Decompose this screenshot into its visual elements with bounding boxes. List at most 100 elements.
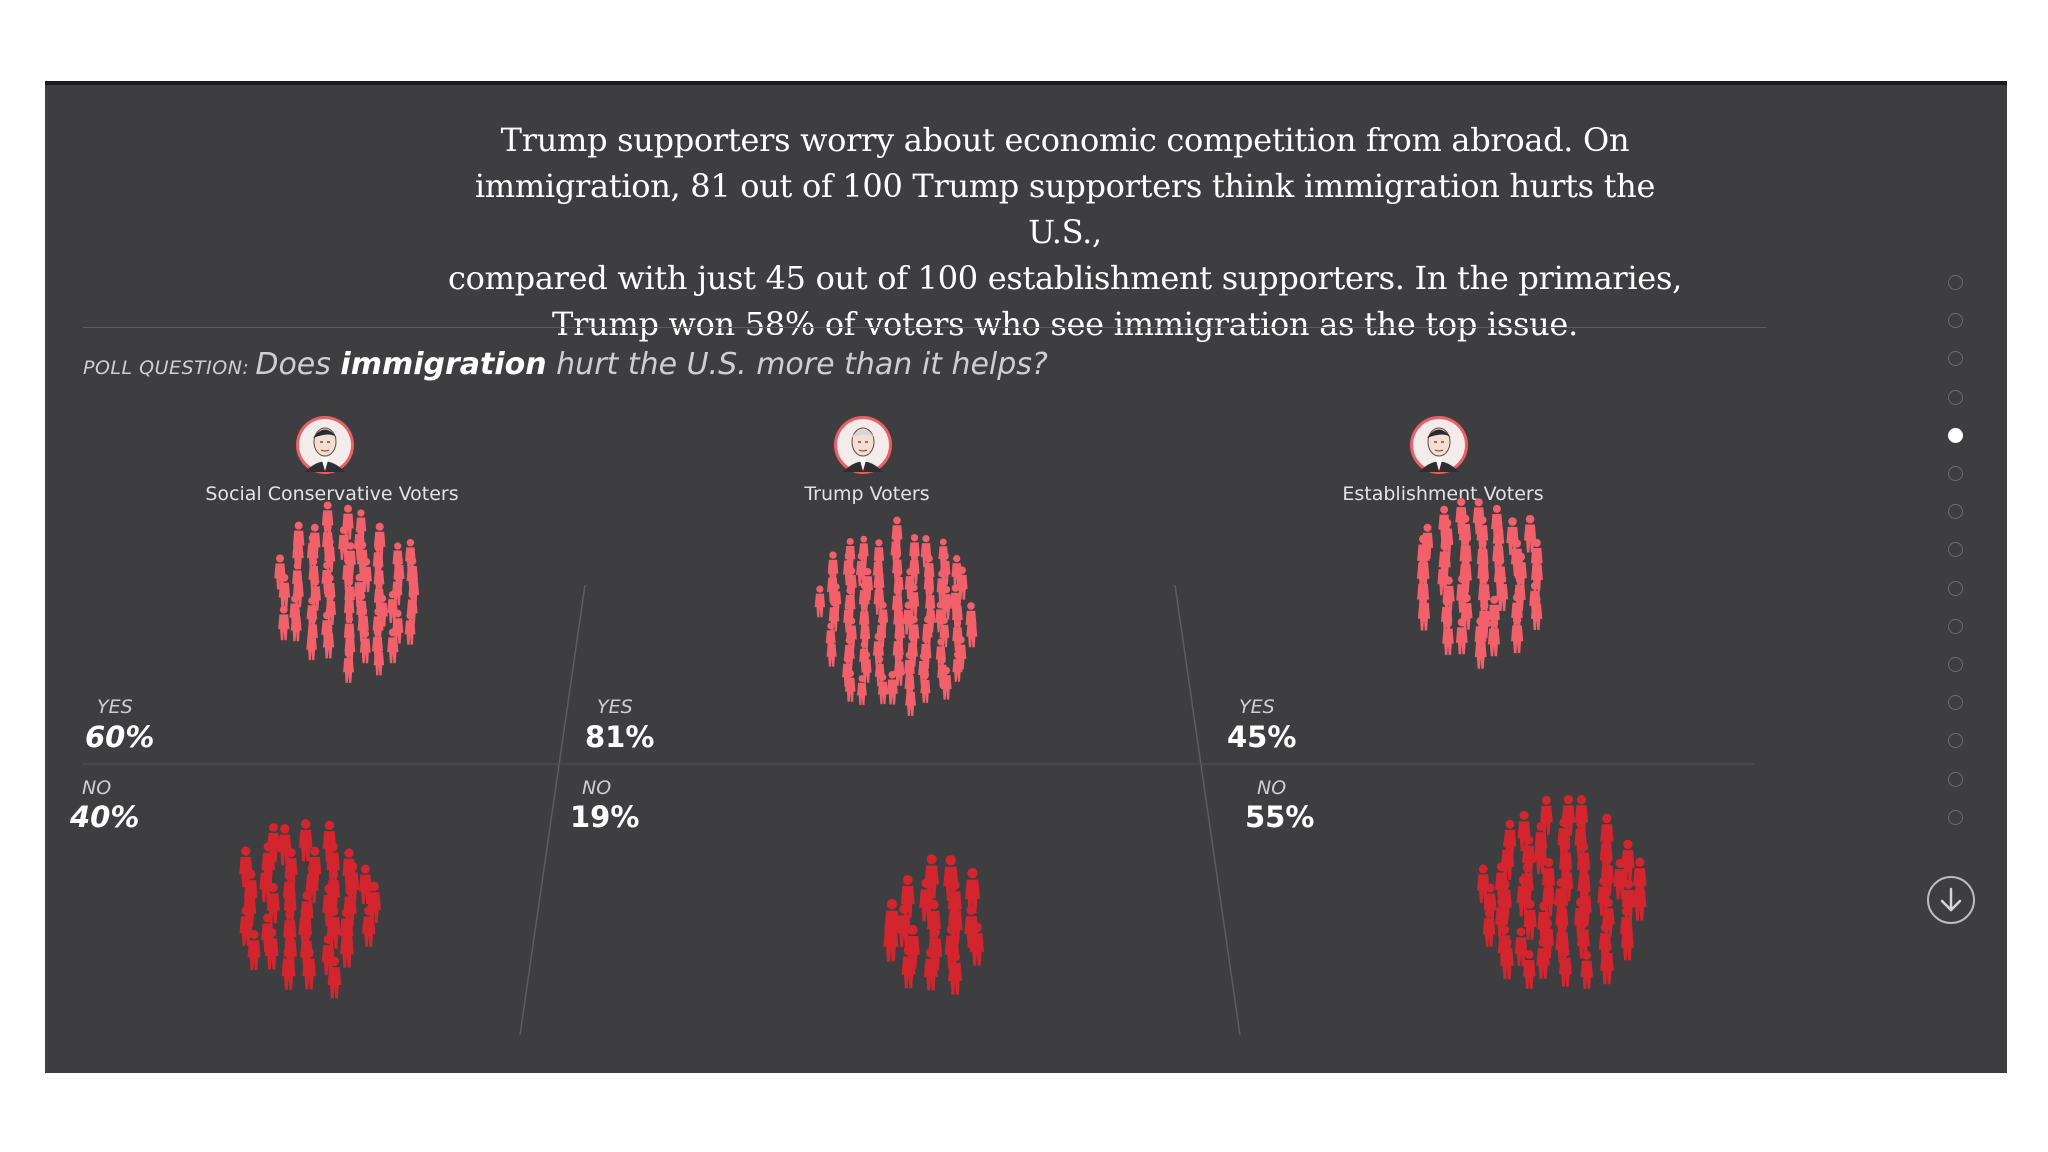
yes-label: YES	[97, 696, 133, 718]
nav-dot-icon[interactable]	[1948, 733, 1963, 749]
nav-dot-icon[interactable]	[1948, 504, 1963, 520]
person-icon	[966, 613, 978, 648]
person-icon	[1523, 899, 1537, 940]
no-cluster	[239, 819, 381, 999]
person-icon	[1474, 632, 1487, 669]
yes-label: YES	[1239, 696, 1275, 718]
nav-dot-icon[interactable]	[1948, 389, 1963, 405]
person-icon	[1514, 927, 1528, 967]
person-icon	[327, 956, 342, 999]
person-icon	[1523, 514, 1537, 553]
nav-dot-icon[interactable]	[1948, 275, 1963, 290]
person-icon	[920, 534, 932, 568]
scroll-down-button[interactable]	[1927, 876, 1975, 924]
nav-dot-icon[interactable]	[1948, 313, 1963, 329]
person-icon	[1522, 950, 1536, 989]
person-icon	[845, 669, 856, 702]
yes-cluster	[1416, 497, 1543, 669]
headline-line: Trump supporters worry about economic co…	[500, 121, 1630, 159]
person-icon	[392, 609, 404, 644]
nav-dot-icon[interactable]	[1948, 771, 1963, 787]
person-icon	[1501, 839, 1515, 880]
arrow-down-icon	[1940, 887, 1962, 912]
person-icon	[247, 930, 261, 970]
person-icon	[1534, 834, 1547, 874]
person-icon	[1621, 921, 1634, 961]
candidate-avatar	[296, 416, 354, 474]
person-icon	[278, 605, 290, 641]
person-icon	[920, 672, 931, 703]
column-divider	[1174, 584, 1241, 1036]
group-label: Social Conservative Voters	[205, 483, 458, 505]
no-percent: 55%	[1245, 800, 1314, 834]
person-icon	[857, 675, 867, 706]
poll-suffix: hurt the U.S. more than it helps?	[546, 347, 1048, 382]
person-icon	[306, 627, 317, 661]
no-label: NO	[82, 777, 111, 799]
person-icon	[814, 585, 826, 618]
person-icon	[1516, 875, 1530, 917]
group-label: Establishment Voters	[1342, 483, 1543, 505]
person-icon	[877, 673, 888, 705]
person-icon	[342, 504, 354, 540]
nav-dot-icon[interactable]	[1948, 427, 1963, 443]
poll-prefix: Does	[255, 347, 341, 382]
candidate-avatar	[1410, 416, 1468, 474]
person-icon	[404, 612, 416, 645]
person-icon	[367, 881, 381, 924]
headline-line: immigration, 81 out of 100 Trump support…	[474, 167, 1656, 251]
person-icon	[952, 651, 963, 682]
person-icon	[359, 630, 371, 664]
poll-question: POLL QUESTION: Does immigration hurt the …	[83, 347, 1048, 382]
yes-percent: 81%	[585, 720, 654, 754]
person-icon	[373, 643, 385, 676]
no-percent: 40%	[69, 800, 139, 834]
yes-percent: 45%	[1227, 720, 1296, 754]
poll-label: POLL QUESTION:	[83, 357, 250, 379]
person-icon	[264, 927, 279, 970]
person-icon	[1455, 618, 1468, 655]
nav-dot-icon[interactable]	[1948, 657, 1963, 672]
person-icon	[1517, 810, 1531, 852]
yes-percent: 60%	[85, 720, 154, 754]
person-icon	[1530, 595, 1543, 630]
person-icon	[1496, 574, 1509, 611]
person-icon	[1487, 618, 1500, 657]
nav-dot-icon[interactable]	[1948, 351, 1963, 367]
person-icon	[901, 945, 916, 989]
yes-cluster	[814, 516, 978, 716]
person-icon	[1555, 921, 1570, 964]
poll-keyword: immigration	[340, 347, 547, 382]
no-label: NO	[582, 777, 611, 799]
group-label: Trump Voters	[803, 483, 929, 505]
pictogram-chart: Social Conservative VotersYES60%NO40%Tru…	[69, 416, 1755, 1036]
person-icon	[1482, 908, 1496, 947]
person-icon	[325, 593, 336, 625]
person-icon	[965, 868, 980, 914]
person-icon	[948, 951, 963, 995]
nav-dot-icon[interactable]	[1948, 809, 1963, 825]
divider	[83, 327, 1766, 328]
person-icon	[1500, 937, 1514, 980]
person-icon	[923, 947, 938, 991]
person-icon	[343, 649, 354, 683]
person-icon	[387, 628, 399, 664]
person-icon	[969, 922, 984, 966]
person-icon	[883, 915, 899, 962]
person-icon	[1536, 937, 1550, 979]
no-cluster	[883, 854, 984, 995]
nav-dot-icon[interactable]	[1948, 580, 1963, 596]
person-icon	[302, 947, 316, 990]
person-icon	[1417, 593, 1431, 631]
yes-cluster	[274, 501, 420, 683]
nav-dot-icon[interactable]	[1948, 618, 1963, 634]
person-icon	[278, 573, 291, 609]
person-icon	[1559, 947, 1572, 987]
person-icon	[1600, 942, 1614, 985]
nav-dot-icon[interactable]	[1948, 542, 1963, 558]
person-icon	[239, 906, 253, 946]
nav-dot-icon[interactable]	[1948, 466, 1963, 481]
nav-dot-icon[interactable]	[1948, 695, 1963, 711]
person-icon	[1561, 795, 1576, 836]
person-icon	[826, 635, 837, 667]
